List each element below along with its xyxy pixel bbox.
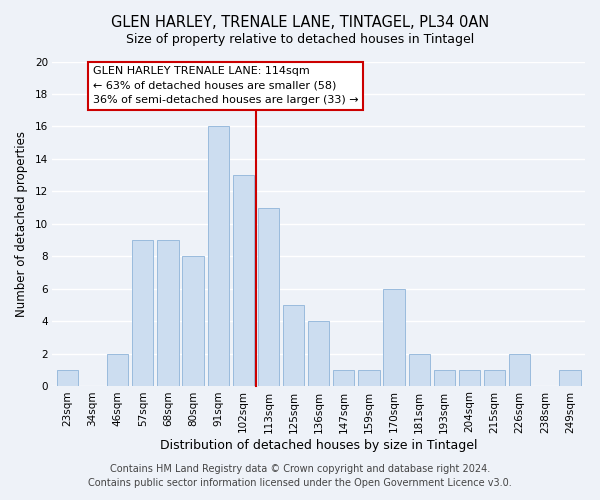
Bar	[434, 370, 455, 386]
Bar	[559, 370, 581, 386]
Bar	[383, 289, 405, 386]
Bar	[484, 370, 505, 386]
Bar	[509, 354, 530, 386]
Bar	[358, 370, 380, 386]
Bar	[57, 370, 78, 386]
Bar	[132, 240, 154, 386]
Text: GLEN HARLEY, TRENALE LANE, TINTAGEL, PL34 0AN: GLEN HARLEY, TRENALE LANE, TINTAGEL, PL3…	[111, 15, 489, 30]
Bar	[283, 305, 304, 386]
Bar	[233, 175, 254, 386]
Bar	[409, 354, 430, 386]
X-axis label: Distribution of detached houses by size in Tintagel: Distribution of detached houses by size …	[160, 440, 478, 452]
Text: GLEN HARLEY TRENALE LANE: 114sqm
← 63% of detached houses are smaller (58)
36% o: GLEN HARLEY TRENALE LANE: 114sqm ← 63% o…	[92, 66, 358, 105]
Bar	[157, 240, 179, 386]
Text: Size of property relative to detached houses in Tintagel: Size of property relative to detached ho…	[126, 32, 474, 46]
Text: Contains HM Land Registry data © Crown copyright and database right 2024.
Contai: Contains HM Land Registry data © Crown c…	[88, 464, 512, 487]
Bar	[107, 354, 128, 386]
Bar	[333, 370, 355, 386]
Bar	[258, 208, 279, 386]
Bar	[308, 322, 329, 386]
Y-axis label: Number of detached properties: Number of detached properties	[15, 131, 28, 317]
Bar	[459, 370, 480, 386]
Bar	[208, 126, 229, 386]
Bar	[182, 256, 204, 386]
